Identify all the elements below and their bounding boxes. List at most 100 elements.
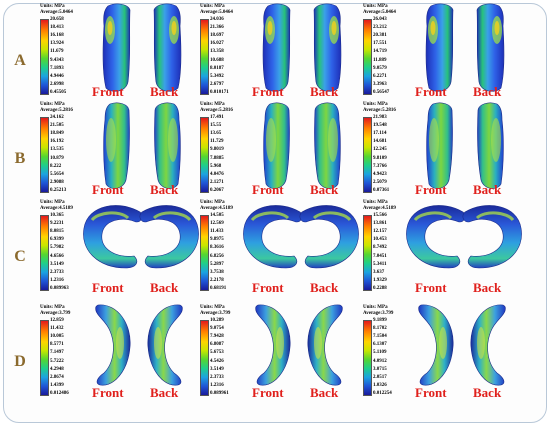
back-label: Back bbox=[473, 385, 502, 400]
legend-value: 0.010171 bbox=[210, 89, 229, 95]
legend-value: 9.8109 bbox=[373, 155, 387, 161]
legend-value: 18.849 bbox=[50, 131, 64, 137]
bone-model-d bbox=[147, 304, 183, 386]
legend-value: 12.245 bbox=[373, 147, 387, 153]
legend-scale: 17.491 15.55 13.65 11.729 9.8019 7.8885 5.968 4… bbox=[200, 115, 260, 193]
legend-units: Units: MPa bbox=[200, 305, 225, 310]
panel-d-3: Units: MPa Average:3.799 9.1899 8.1702 7.150… bbox=[363, 304, 523, 401]
legend-scale: 24.036 21.366 18.697 16.027 13.358 10.688 8.01… bbox=[200, 17, 260, 95]
legend-value: 13.924 bbox=[50, 41, 64, 47]
bone-model-b bbox=[263, 102, 290, 189]
legend-value: 0.56547 bbox=[373, 89, 390, 95]
legend-units: Units: MPa bbox=[200, 102, 225, 107]
legend-scale: 14.505 12.569 11.433 9.8975 8.3616 6.8256 5.28… bbox=[200, 213, 260, 291]
legend-value: 17.114 bbox=[373, 131, 387, 137]
panel-d-1: Units: MPa Average:3.799 12.859 11.432 10.00… bbox=[40, 304, 200, 401]
legend-scale: 12.859 11.432 10.005 8.5771 7.1497 5.7222 4.29… bbox=[40, 318, 100, 396]
legend-scale: 26.043 23.212 20.381 17.551 14.719 11.889 9.05… bbox=[363, 17, 423, 95]
legend-value: 2.2178 bbox=[210, 277, 224, 283]
legend-value: 14.505 bbox=[210, 213, 224, 218]
legend-value: 6.1307 bbox=[373, 342, 387, 348]
color-legend: Units: MPa Average:3.799 10.289 9.0754 7.942… bbox=[200, 305, 260, 396]
legend-color-bar bbox=[363, 215, 372, 291]
legend-color-bar bbox=[200, 320, 209, 396]
legend-value: 3.0715 bbox=[373, 366, 387, 372]
legend-average: Average:4.5189 bbox=[40, 206, 73, 211]
legend-scale: 21.983 19.548 17.114 14.681 12.245 9.8109 7.37… bbox=[363, 115, 423, 193]
legend-value: 2.6998 bbox=[50, 81, 64, 87]
back-label: Back bbox=[310, 280, 339, 295]
legend-value: 9.0754 bbox=[210, 326, 224, 332]
legend-color-bar bbox=[200, 215, 209, 291]
legend-average: Average:3.799 bbox=[363, 311, 394, 316]
legend-value: 2.0517 bbox=[373, 374, 387, 380]
row-label-a: A bbox=[14, 52, 26, 69]
legend-value: 3.7538 bbox=[210, 269, 224, 275]
legend-color-bar bbox=[200, 19, 209, 95]
row-label-b: B bbox=[14, 150, 26, 167]
bone-model-a bbox=[476, 3, 505, 92]
color-legend: Units: MPa Average:4.5189 15.566 13.861 12.1… bbox=[363, 200, 423, 291]
legend-scale: 9.1899 8.1702 7.1504 6.1307 5.1109 4.0912 3.07… bbox=[363, 318, 423, 396]
legend-value: 3.5149 bbox=[50, 261, 64, 267]
front-label: Front bbox=[415, 385, 447, 400]
front-label: Front bbox=[92, 280, 124, 295]
legend-value: 4.5426 bbox=[210, 358, 224, 364]
legend-value: 9.8019 bbox=[210, 147, 224, 153]
front-label: Front bbox=[415, 84, 447, 99]
bone-model-a bbox=[153, 3, 182, 92]
legend-value: 13.65 bbox=[210, 131, 222, 137]
legend-values: 10.289 9.0754 7.9428 6.8087 5.6753 4.5426 3.51… bbox=[210, 318, 229, 396]
legend-value: 0.012254 bbox=[373, 390, 392, 396]
legend-value: 10.688 bbox=[210, 57, 224, 63]
legend-value: 6.8256 bbox=[210, 253, 224, 259]
legend-value: 16.027 bbox=[210, 41, 224, 47]
legend-value: 1.9329 bbox=[373, 277, 387, 283]
legend-value: 20.658 bbox=[50, 17, 64, 22]
bone-model-b bbox=[477, 102, 504, 189]
legend-value: 24.036 bbox=[210, 17, 224, 22]
front-label: Front bbox=[252, 182, 284, 197]
legend-value: 11.889 bbox=[373, 57, 387, 63]
legend-color-bar bbox=[363, 320, 372, 396]
legend-average: Average:4.5189 bbox=[200, 206, 233, 211]
legend-value: 1.2316 bbox=[210, 382, 224, 388]
legend-value: 0.2288 bbox=[373, 285, 387, 291]
legend-value: 0.012486 bbox=[50, 390, 69, 396]
legend-value: 10.289 bbox=[210, 318, 224, 323]
legend-value: 7.0451 bbox=[373, 253, 387, 259]
legend-value: 8.7492 bbox=[373, 245, 387, 251]
front-label: Front bbox=[252, 84, 284, 99]
row-label-c: C bbox=[14, 248, 26, 265]
back-label: Back bbox=[473, 182, 502, 197]
legend-value: 8.5771 bbox=[50, 342, 64, 348]
legend-value: 12.157 bbox=[373, 229, 387, 235]
front-label: Front bbox=[92, 182, 124, 197]
bone-model-a bbox=[262, 3, 291, 92]
legend-value: 21.983 bbox=[373, 115, 387, 120]
legend-value: 9.1899 bbox=[373, 318, 387, 323]
bone-model-b bbox=[154, 102, 181, 189]
back-label: Back bbox=[150, 182, 179, 197]
legend-value: 10.365 bbox=[50, 213, 64, 218]
legend-color-bar bbox=[200, 117, 209, 193]
panel-b-2: Units: MPa Average:5.2816 17.491 15.55 13.65… bbox=[200, 102, 360, 198]
legend-value: 0.68191 bbox=[210, 285, 227, 291]
legend-value: 2.3733 bbox=[50, 269, 64, 275]
legend-value: 1.2316 bbox=[50, 277, 64, 283]
legend-value: 5.7222 bbox=[50, 358, 64, 364]
legend-value: 0.089961 bbox=[210, 390, 229, 396]
legend-value: 6.9399 bbox=[50, 237, 64, 243]
legend-values: 17.491 15.55 13.65 11.729 9.8019 7.8885 5.968 4… bbox=[210, 115, 224, 193]
front-label: Front bbox=[92, 385, 124, 400]
legend-units: Units: MPa bbox=[363, 305, 388, 310]
legend-value: 0.089963 bbox=[50, 285, 69, 291]
legend-value: 5.2897 bbox=[210, 261, 224, 267]
legend-value: 2.6797 bbox=[210, 81, 224, 87]
legend-value: 9.0579 bbox=[373, 65, 387, 71]
legend-color-bar bbox=[40, 215, 49, 291]
legend-value: 23.212 bbox=[373, 25, 387, 31]
panel-c-3: Units: MPa Average:4.5189 15.566 13.861 12.1… bbox=[363, 200, 523, 296]
legend-value: 18.413 bbox=[50, 25, 64, 31]
legend-value: 12.569 bbox=[210, 221, 224, 227]
